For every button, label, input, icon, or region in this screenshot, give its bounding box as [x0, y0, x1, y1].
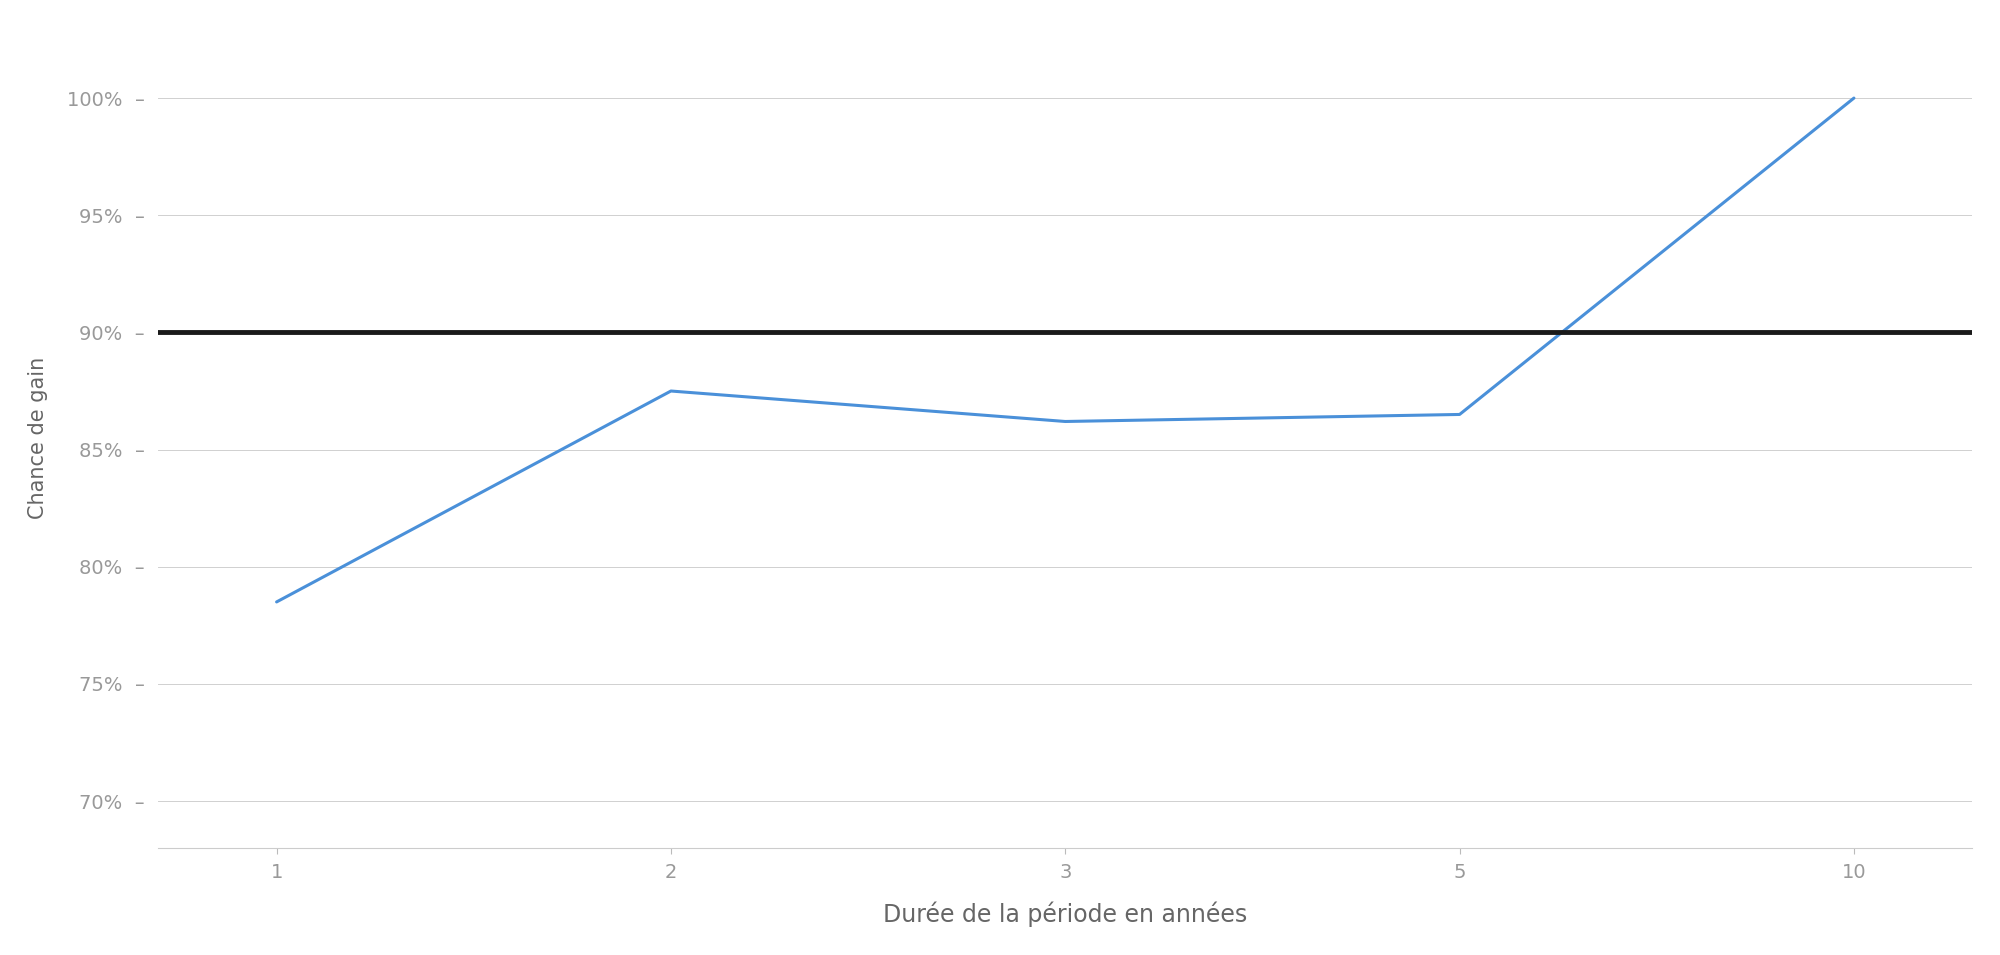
X-axis label: Durée de la période en années: Durée de la période en années	[884, 902, 1248, 927]
Y-axis label: Chance de gain: Chance de gain	[28, 357, 48, 519]
